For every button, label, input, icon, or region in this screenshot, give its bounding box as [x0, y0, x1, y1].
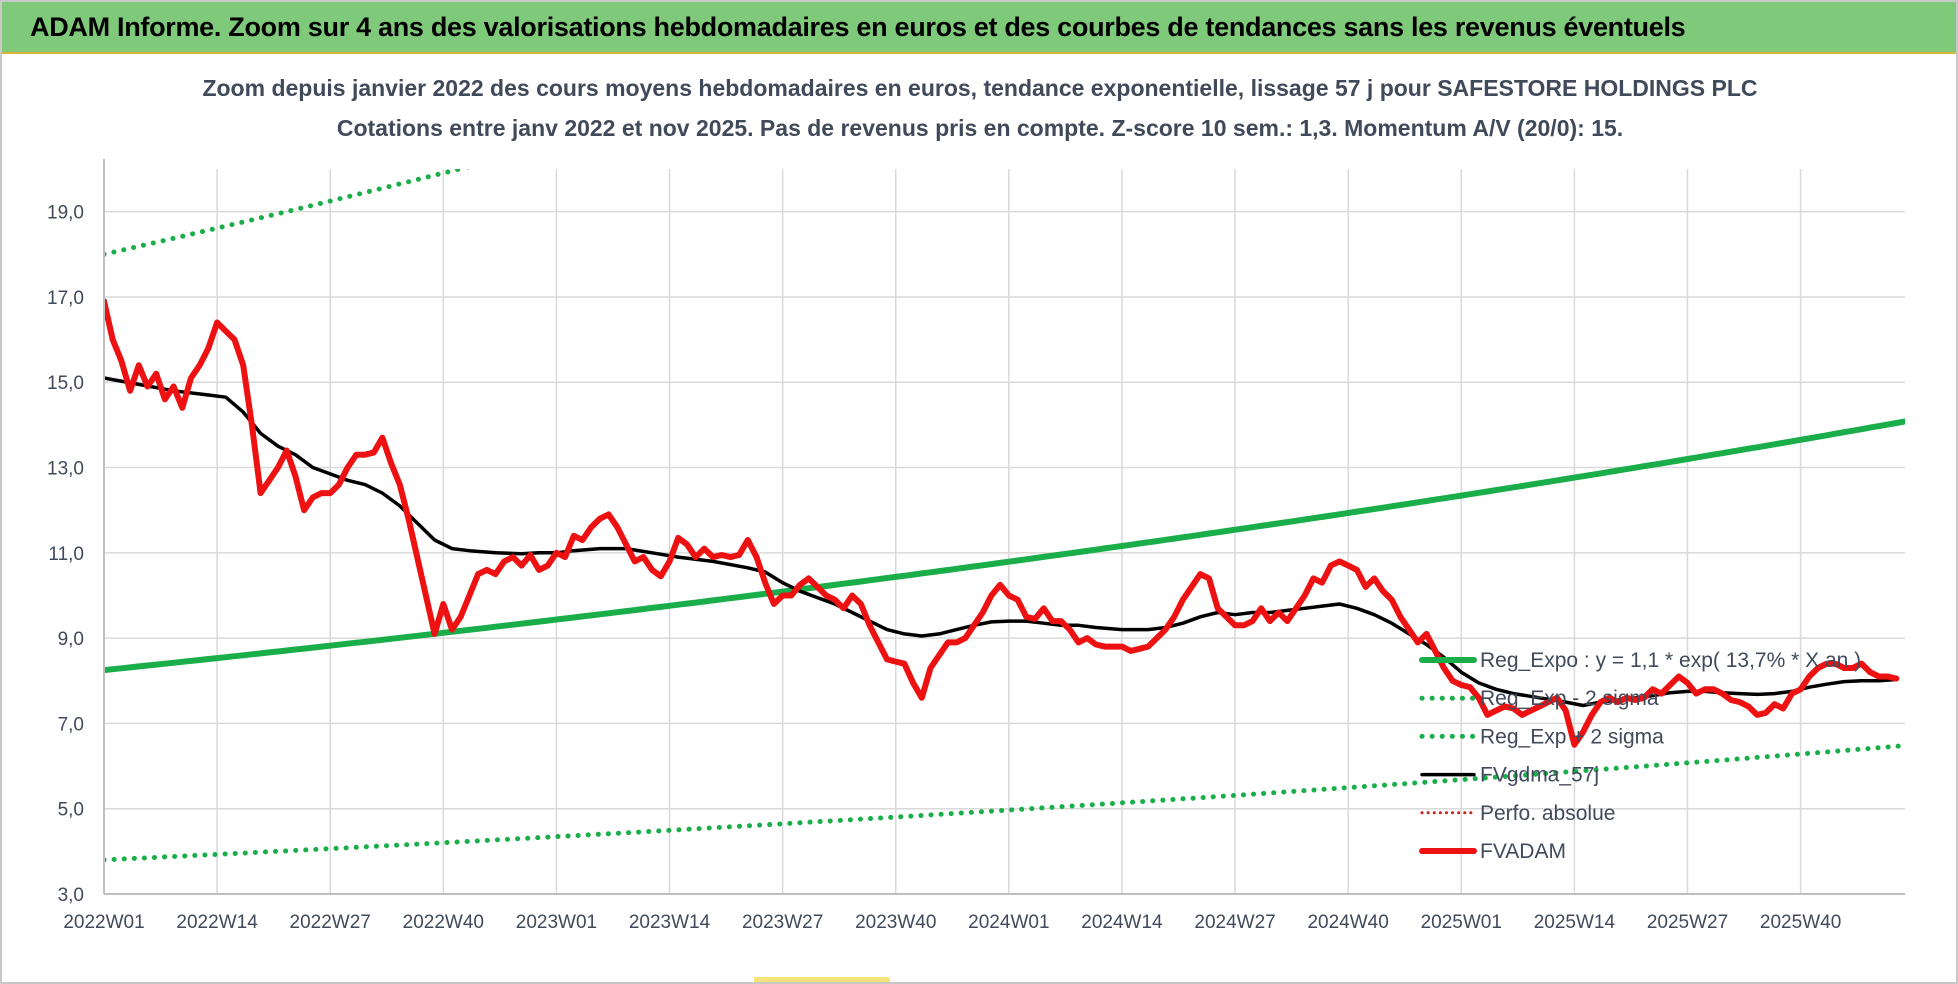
y-tick-label: 7,0 [58, 714, 84, 735]
x-tick-label: 2022W14 [176, 912, 258, 933]
y-tick-label: 15,0 [47, 373, 84, 394]
x-tick-label: 2025W27 [1647, 912, 1728, 933]
chart-title: Zoom depuis janvier 2022 des cours moyen… [202, 75, 1757, 101]
y-tick-label: 17,0 [47, 288, 84, 309]
axes: 3,0 5,0 7,0 9,0 11,0 13,0 15,0 17,0 19,0 2022W01 2… [47, 159, 1905, 933]
y-tick-label: 9,0 [58, 629, 84, 650]
x-tick-label: 2022W40 [403, 912, 484, 933]
header-banner: ADAM Informe. Zoom sur 4 ans des valoris… [2, 2, 1956, 54]
x-tick-label: 2023W40 [855, 912, 936, 933]
chart-background [2, 54, 1956, 982]
x-tick-label: 2022W01 [63, 912, 144, 933]
x-tick-label: 2024W01 [968, 912, 1049, 933]
bottom-marker [754, 977, 890, 982]
series-layer [104, 169, 1905, 863]
x-tick-label: 2025W14 [1534, 912, 1616, 933]
legend-label: FVgdma_57j [1480, 764, 1599, 787]
x-tick-label: 2025W01 [1421, 912, 1502, 933]
y-tick-label: 3,0 [58, 885, 84, 906]
legend-label: Reg_Exp + 2 sigma [1480, 725, 1664, 748]
legend: Reg_Expo : y = 1,1 * exp( 13,7% * X an )… [1419, 649, 1861, 863]
x-tick-label: 2023W14 [629, 912, 711, 933]
y-tick-label: 5,0 [58, 800, 84, 821]
legend-label: FVADAM [1480, 840, 1566, 863]
legend-label: Perfo. absolue [1480, 802, 1615, 825]
banner-title: ADAM Informe. Zoom sur 4 ans des valoris… [30, 11, 1686, 42]
y-tick-label: 11,0 [48, 544, 84, 565]
x-tick-label: 2023W01 [516, 912, 597, 933]
y-tick-label: 19,0 [47, 203, 84, 224]
series-line-reg-exp-2-sigma [104, 743, 1905, 863]
chart-titles: Zoom depuis janvier 2022 des cours moyen… [202, 75, 1757, 141]
x-tick-label: 2023W27 [742, 912, 823, 933]
series-line-fvadam [104, 298, 1900, 748]
chart-subtitle: Cotations entre janv 2022 et nov 2025. P… [337, 115, 1623, 141]
x-tick-label: 2024W40 [1307, 912, 1388, 933]
x-tick-label: 2025W40 [1760, 912, 1841, 933]
legend-label: Reg_Exp - 2 sigma [1480, 687, 1659, 710]
x-tick-label: 2022W27 [290, 912, 371, 933]
x-tick-label: 2024W27 [1194, 912, 1275, 933]
line-chart: 3,0 5,0 7,0 9,0 11,0 13,0 15,0 17,0 19,0 2022W01 2… [2, 54, 1956, 982]
legend-label: Reg_Expo : y = 1,1 * exp( 13,7% * X an ) [1480, 649, 1861, 672]
x-tick-label: 2024W14 [1081, 912, 1163, 933]
series-line-reg-expo-y-1-1-exp-13-7-x-an [104, 418, 1905, 674]
y-tick-label: 13,0 [47, 459, 84, 480]
